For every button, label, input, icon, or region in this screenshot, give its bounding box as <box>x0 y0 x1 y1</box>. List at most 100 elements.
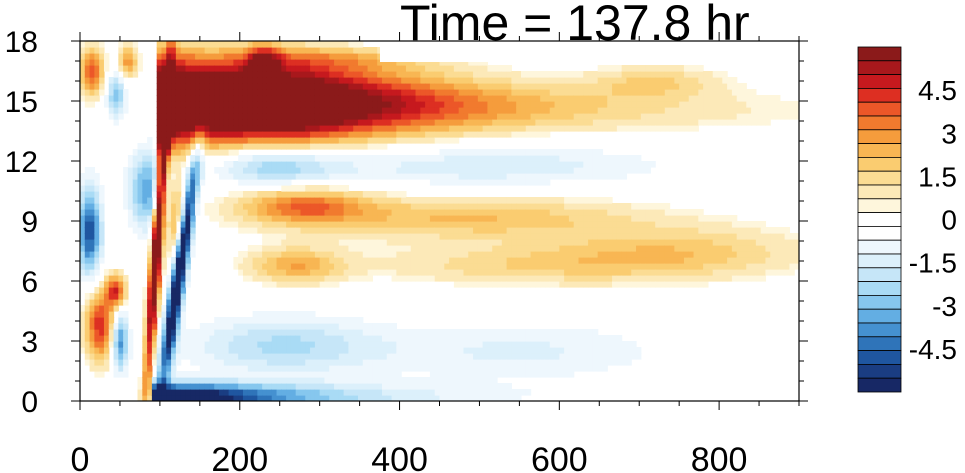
heatmap-cell <box>247 95 254 102</box>
heatmap-cell <box>156 101 163 108</box>
heatmap-cell <box>477 119 484 126</box>
heatmap-cell <box>540 251 546 258</box>
heatmap-cell <box>252 113 258 120</box>
heatmap-cell <box>151 155 158 162</box>
heatmap-cell <box>602 341 608 348</box>
heatmap-cell <box>123 53 129 60</box>
heatmap-cell <box>262 131 268 138</box>
heatmap-cell <box>84 59 91 66</box>
heatmap-cell <box>554 329 560 336</box>
heatmap-cell <box>166 197 172 204</box>
heatmap-cell <box>142 161 148 168</box>
heatmap-cell <box>588 167 594 174</box>
heatmap-cell <box>209 107 215 114</box>
heatmap-cell <box>300 389 306 396</box>
heatmap-cell <box>319 335 326 342</box>
heatmap-cell <box>520 77 527 84</box>
heatmap-cell <box>540 341 546 348</box>
heatmap-cell <box>329 341 335 348</box>
heatmap-cell <box>434 347 441 354</box>
heatmap-cell <box>271 353 278 360</box>
heatmap-cell <box>338 395 345 401</box>
heatmap-cell <box>242 335 249 342</box>
heatmap-cell <box>290 353 297 360</box>
heatmap-cell <box>166 59 172 66</box>
heatmap-cell <box>381 251 388 258</box>
heatmap-cell <box>520 83 527 90</box>
heatmap-cell <box>219 89 225 96</box>
heatmap-cell <box>612 71 618 78</box>
heatmap-cell <box>449 209 455 216</box>
heatmap-cell <box>271 227 278 234</box>
heatmap-cell <box>612 161 618 168</box>
heatmap-cell <box>223 329 230 336</box>
heatmap-cell <box>511 347 517 354</box>
heatmap-cell <box>405 215 412 222</box>
heatmap-cell <box>190 179 196 186</box>
heatmap-cell <box>123 281 129 288</box>
heatmap-cell <box>252 359 258 366</box>
heatmap-cell <box>180 305 187 312</box>
heatmap-cell <box>473 149 479 156</box>
heatmap-cell <box>463 335 469 342</box>
heatmap-cell <box>257 107 263 114</box>
heatmap-cell <box>118 281 124 288</box>
heatmap-cell <box>266 281 273 288</box>
heatmap-cell <box>319 215 326 222</box>
heatmap-cell <box>439 347 445 354</box>
heatmap-cell <box>271 257 278 264</box>
heatmap-cell <box>89 65 95 72</box>
heatmap-cell <box>80 53 86 60</box>
heatmap-cell <box>410 161 417 168</box>
heatmap-cell <box>381 323 388 330</box>
heatmap-cell <box>607 113 613 120</box>
heatmap-cell <box>209 335 215 342</box>
heatmap-cell <box>401 395 407 401</box>
heatmap-cell <box>386 359 393 366</box>
heatmap-cell <box>171 347 177 354</box>
heatmap-cell <box>310 65 316 72</box>
heatmap-cell <box>214 395 220 401</box>
heatmap-cell <box>94 77 100 84</box>
heatmap-cell <box>501 101 508 108</box>
heatmap-cell <box>549 245 556 252</box>
heatmap-cell <box>578 203 584 210</box>
heatmap-cell <box>334 341 340 348</box>
heatmap-cell <box>300 119 306 126</box>
heatmap-cell <box>103 317 110 324</box>
heatmap-cell <box>185 101 191 108</box>
heatmap-cell <box>94 287 100 294</box>
heatmap-cell <box>568 335 575 342</box>
heatmap-cell <box>381 89 388 96</box>
heatmap-cell <box>262 311 268 318</box>
heatmap-cell <box>391 59 397 66</box>
heatmap-cell <box>511 257 517 264</box>
heatmap-cell <box>544 167 551 174</box>
heatmap-cell <box>324 71 330 78</box>
heatmap-cell <box>324 341 330 348</box>
heatmap-cell <box>463 65 469 72</box>
heatmap-cell <box>238 215 244 222</box>
heatmap-cell <box>295 389 302 396</box>
heatmap-cell <box>132 71 139 78</box>
heatmap-cell <box>559 197 565 204</box>
heatmap-cell <box>616 233 623 240</box>
heatmap-cell <box>463 263 469 270</box>
heatmap-cell <box>358 95 364 102</box>
heatmap-cell <box>108 77 115 84</box>
heatmap-cell <box>530 329 536 336</box>
heatmap-cell <box>358 353 364 360</box>
heatmap-cell <box>511 359 517 366</box>
heatmap-cell <box>329 47 335 54</box>
heatmap-cell <box>468 239 474 246</box>
heatmap-cell <box>597 335 604 342</box>
heatmap-cell <box>530 125 536 132</box>
heatmap-cell <box>444 119 450 126</box>
heatmap-cell <box>535 209 541 216</box>
heatmap-cell <box>362 251 369 258</box>
heatmap-cell <box>343 221 350 228</box>
heatmap-cell <box>281 329 287 336</box>
heatmap-cell <box>338 95 345 102</box>
heatmap-cell <box>497 353 503 360</box>
heatmap-cell <box>511 269 517 276</box>
